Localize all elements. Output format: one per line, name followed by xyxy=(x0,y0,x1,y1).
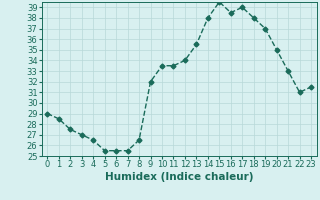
X-axis label: Humidex (Indice chaleur): Humidex (Indice chaleur) xyxy=(105,172,253,182)
